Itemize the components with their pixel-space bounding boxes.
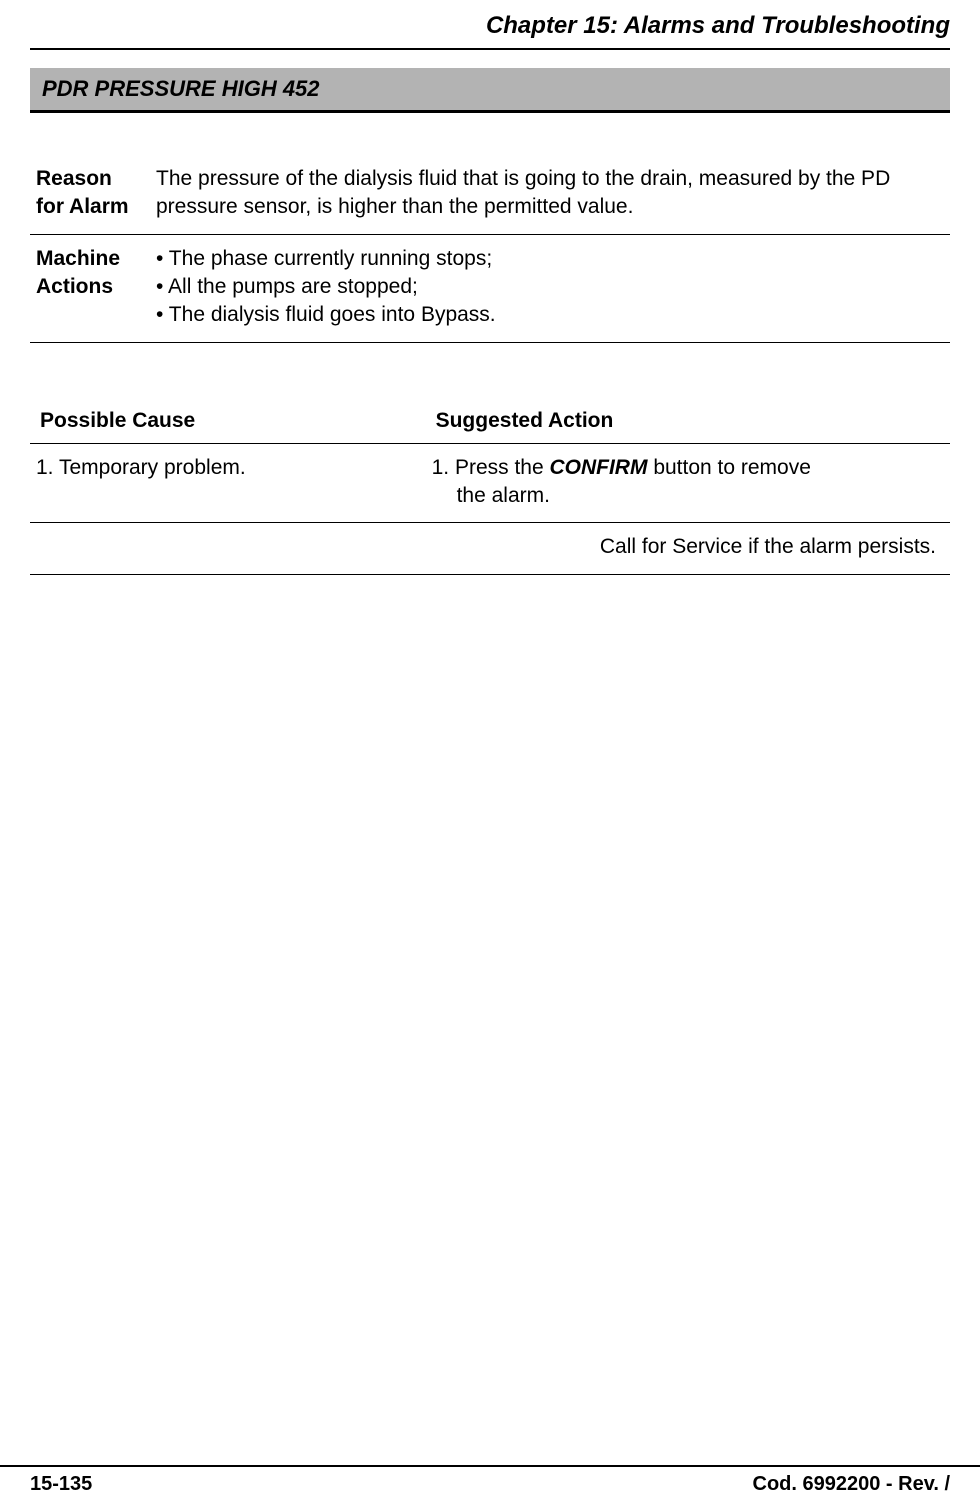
reason-row: Reason for Alarm The pressure of the dia… [30,155,950,234]
possible-cause-header: Possible Cause [30,403,426,444]
machine-action-line: • All the pumps are stopped; [156,273,944,301]
action-text-prefix: 1. Press the [432,456,550,479]
alarm-title-box: PDR PRESSURE HIGH 452 [30,68,950,113]
alarm-info-table: Reason for Alarm The pressure of the dia… [30,155,950,343]
persist-text: Call for Service if the alarm persists. [30,523,950,574]
reason-text: The pressure of the dialysis fluid that … [150,155,950,234]
alarm-title: PDR PRESSURE HIGH 452 [42,76,938,102]
action-text-suffix: button to remove [647,456,810,479]
machine-action-line: • The dialysis fluid goes into Bypass. [156,301,944,329]
action-text-bold: CONFIRM [549,456,647,479]
cause-action-row: 1. Temporary problem. 1. Press the CONFI… [30,443,950,523]
machine-actions-row: Machine Actions • The phase currently ru… [30,234,950,342]
suggested-action-header: Suggested Action [426,403,950,444]
cause-action-table: Possible Cause Suggested Action 1. Tempo… [30,403,950,575]
reason-label: Reason for Alarm [30,155,150,234]
page-footer: 15-135 Cod. 6992200 - Rev. / [0,1465,980,1504]
persist-row: Call for Service if the alarm persists. [30,523,950,574]
chapter-header: Chapter 15: Alarms and Troubleshooting [30,0,950,50]
machine-action-line: • The phase currently running stops; [156,245,944,273]
machine-actions-text: • The phase currently running stops; • A… [150,234,950,342]
footer-doc-code: Cod. 6992200 - Rev. / [753,1473,951,1496]
possible-cause-cell: 1. Temporary problem. [30,443,426,523]
suggested-action-cell: 1. Press the CONFIRM button to remove th… [426,443,950,523]
footer-page-number: 15-135 [30,1473,92,1496]
machine-actions-label: Machine Actions [30,234,150,342]
cause-action-header-row: Possible Cause Suggested Action [30,403,950,444]
action-text-line2: the alarm. [432,482,944,510]
